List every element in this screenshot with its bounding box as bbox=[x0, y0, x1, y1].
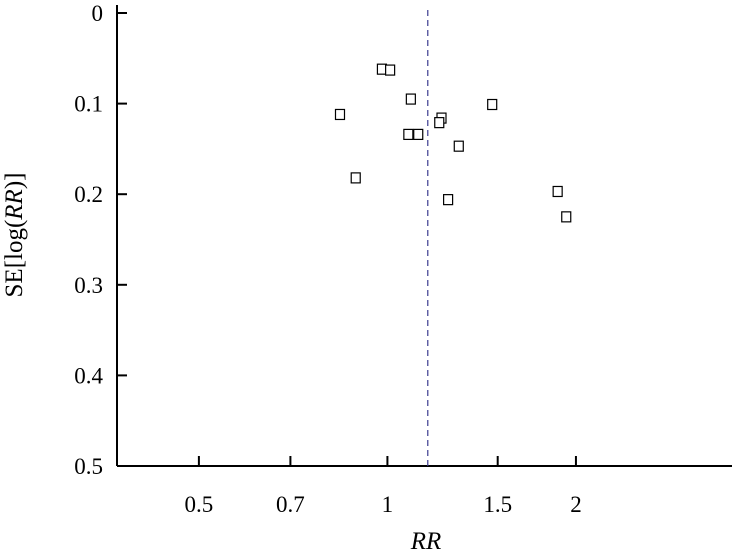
y-axis-title-var: RR bbox=[1, 189, 28, 221]
x-tick-label: 1 bbox=[382, 492, 394, 517]
y-tick-label: 0.3 bbox=[74, 273, 103, 298]
study-point bbox=[561, 211, 572, 223]
study-point bbox=[334, 108, 346, 121]
y-tick-label: 0 bbox=[92, 1, 104, 26]
study-point bbox=[403, 128, 414, 141]
study-point bbox=[385, 64, 396, 76]
x-tick-label: 2 bbox=[570, 492, 582, 517]
axes: 0 0.1 0.2 0.3 0.4 0.5 0.5 0.7 1 1.5 2 bbox=[74, 1, 732, 517]
study-point bbox=[413, 128, 424, 141]
points-group bbox=[334, 63, 572, 223]
x-tick-label: 0.5 bbox=[185, 492, 214, 517]
study-point bbox=[552, 185, 563, 198]
y-tick-label: 0.2 bbox=[74, 182, 103, 207]
y-axis-title-suffix: )] bbox=[1, 173, 28, 190]
y-tick-label: 0.5 bbox=[74, 454, 103, 479]
y-axis-title-prefix: SE[log( bbox=[1, 220, 28, 298]
y-tick-label: 0.4 bbox=[74, 363, 103, 388]
study-point bbox=[487, 98, 498, 111]
x-tick-label: 0.7 bbox=[276, 492, 305, 517]
study-point bbox=[405, 93, 416, 105]
y-tick-label: 0.1 bbox=[74, 92, 103, 117]
study-point bbox=[434, 117, 445, 129]
x-axis-title: RR bbox=[410, 528, 442, 553]
study-point bbox=[453, 140, 464, 152]
study-point bbox=[350, 172, 361, 184]
y-axis-title: SE[log(RR)] bbox=[1, 173, 28, 298]
x-tick-label: 1.5 bbox=[483, 492, 512, 517]
study-point bbox=[443, 194, 454, 206]
